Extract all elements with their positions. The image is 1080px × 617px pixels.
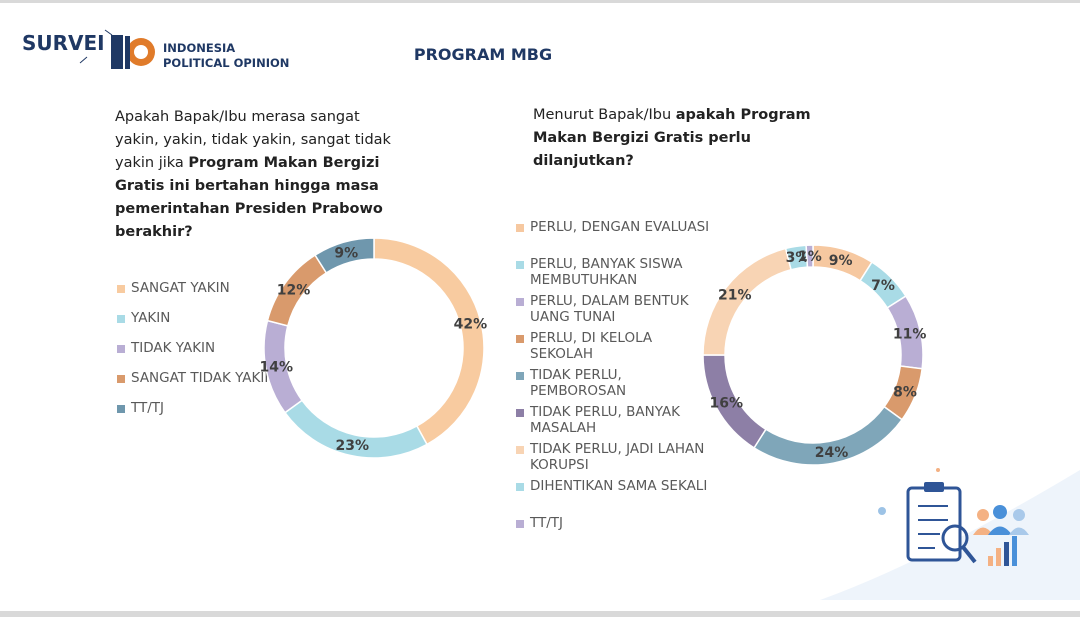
legend-swatch [117,315,125,323]
legend-label: PERLU, BANYAK SISWA MEMBUTUHKAN [530,256,683,288]
data-label: 9% [829,253,853,269]
data-label: 8% [893,384,917,400]
org-name: INDONESIA POLITICAL OPINION [163,41,289,71]
data-label: 23% [336,438,370,454]
legend-label: TIDAK PERLU, PEMBOROSAN [530,367,627,399]
legend-label: TT/TJ [530,515,564,531]
legend-label: TT/TJ [131,400,165,416]
legend-item: TT/TJ [516,515,716,552]
legend-item: TIDAK PERLU, PEMBOROSAN [516,367,716,404]
data-label: 24% [815,445,849,461]
donut-segment [805,244,814,268]
legend-item: PERLU, DALAM BENTUK UANG TUNAI [516,293,716,330]
legend-swatch [516,520,524,528]
slide-title: PROGRAM MBG [413,45,553,64]
legend-swatch [516,298,524,306]
legend-swatch [516,261,524,269]
legend-swatch [117,285,125,293]
legend-swatch [516,372,524,380]
legend-item: PERLU, DI KELOLA SEKOLAH [516,330,716,367]
legend-label: SANGAT TIDAK YAKIN [131,370,275,386]
legend-swatch [117,375,125,383]
data-label: 14% [260,360,294,376]
legend-item: PERLU, BANYAK SISWA MEMBUTUHKAN [516,256,716,293]
org-line: INDONESIA [163,41,236,55]
legend-item: SANGAT YAKIN [117,280,297,310]
legend-swatch [516,409,524,417]
legend-label: PERLU, DI KELOLA SEKOLAH [530,330,653,362]
legend-swatch [117,405,125,413]
legend-label: PERLU, DENGAN EVALUASI [530,219,710,235]
question-text: Apakah Bapak/Ibu merasa sangat yakin, ya… [115,109,391,171]
donut-segment [314,237,375,274]
logo [79,29,155,69]
top-border [0,0,1080,3]
decoration [820,468,1080,600]
legend: SANGAT YAKIN YAKIN TIDAK YAKIN SANGAT TIDAK… [117,280,297,430]
legend-item: TIDAK YAKIN [117,340,297,370]
legend-item: TIDAK PERLU, JADI LAHAN KORUPSI [516,441,716,478]
data-label: 3% [786,250,810,266]
question: Menurut Bapak/Ibu apakah Program Makan B… [533,104,823,173]
legend-item: YAKIN [117,310,297,340]
brand: SURVEI [22,31,105,55]
legend-item: DIHENTIKAN SAMA SEKALI [516,478,716,515]
legend-label: TIDAK PERLU, JADI LAHAN KORUPSI [530,441,705,473]
legend-swatch [516,224,524,232]
question-text: Program Makan Bergizi Gratis ini bertaha… [115,155,383,240]
data-label: 1% [798,249,822,265]
legend-item: TT/TJ [117,400,297,430]
question-text: Menurut Bapak/Ibu [533,107,676,123]
data-label: 42% [454,316,488,332]
legend-label: YAKIN [131,310,171,326]
data-label: 11% [893,326,927,342]
legend: PERLU, DENGAN EVALUASI PERLU, BANYAK SISW… [516,219,716,552]
legend-label: TIDAK PERLU, BANYAK MASALAH [530,404,681,436]
data-label: 9% [334,245,358,261]
org-line: POLITICAL OPINION [163,56,290,70]
legend-swatch [516,446,524,454]
legend-label: PERLU, DALAM BENTUK UANG TUNAI [530,293,689,325]
data-label: 12% [277,283,311,299]
legend-label: DIHENTIKAN SAMA SEKALI [530,478,708,494]
legend-item: PERLU, DENGAN EVALUASI [516,219,716,256]
data-label: 21% [718,287,752,303]
donut-segment [373,237,485,446]
legend-swatch [117,345,125,353]
legend-label: TIDAK YAKIN [131,340,216,356]
legend-swatch [516,335,524,343]
legend-item: SANGAT TIDAK YAKIN [117,370,297,400]
legend-label: SANGAT YAKIN [131,280,230,296]
legend-swatch [516,483,524,491]
question-text: apakah Program Makan Bergizi Gratis perl… [533,107,811,169]
data-label: 16% [709,396,743,412]
legend-item: TIDAK PERLU, BANYAK MASALAH [516,404,716,441]
data-label: 7% [871,278,895,294]
question: Apakah Bapak/Ibu merasa sangat yakin, ya… [115,106,405,244]
bottom-border [0,611,1080,617]
